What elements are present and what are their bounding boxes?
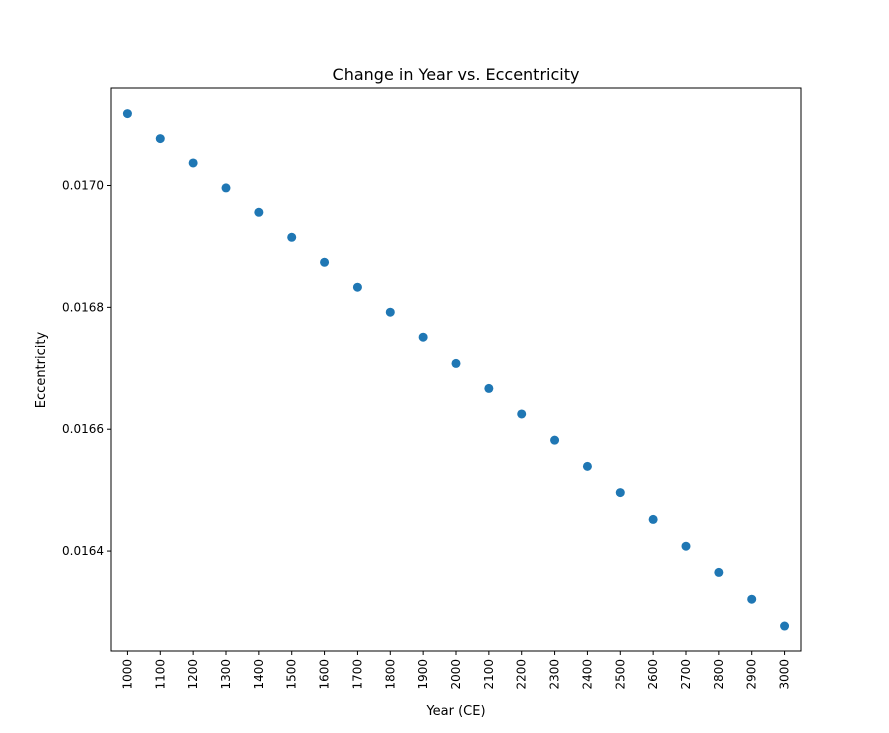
data-point xyxy=(254,207,264,217)
x-axis-ticks: 1000 1100 1200 1300 1400 1500 1600 1700 1800 1900… xyxy=(120,651,792,690)
x-tick-label: 2200 xyxy=(515,659,529,690)
x-tick-label: 1700 xyxy=(350,659,364,690)
data-point xyxy=(648,514,658,524)
x-tick-label: 1500 xyxy=(285,659,299,690)
x-tick-label: 2400 xyxy=(580,659,594,690)
data-point xyxy=(352,282,362,292)
data-point xyxy=(747,594,757,604)
x-tick-label: 1100 xyxy=(153,659,167,690)
x-tick-label: 2500 xyxy=(613,659,627,690)
y-axis-title: Eccentricity xyxy=(34,332,49,409)
data-point xyxy=(681,541,691,551)
x-tick-label: 1900 xyxy=(416,659,430,690)
x-tick-label: 2300 xyxy=(548,659,562,690)
plot-frame xyxy=(110,87,802,652)
data-point xyxy=(155,134,165,144)
data-point xyxy=(418,332,428,342)
x-tick-label: 2600 xyxy=(646,659,660,690)
y-tick-label: 0.0164 xyxy=(62,544,104,558)
data-point xyxy=(615,488,625,498)
x-tick-label: 1200 xyxy=(186,659,200,690)
data-point xyxy=(320,257,330,267)
data-point xyxy=(385,307,395,317)
data-point xyxy=(451,358,461,368)
y-axis-ticks: 0.0164 0.0166 0.0168 0.0170 xyxy=(62,178,111,558)
x-tick-label: 1800 xyxy=(383,659,397,690)
data-point xyxy=(714,567,724,577)
chart-title: Change in Year vs. Eccentricity xyxy=(333,65,580,84)
x-tick-label: 2700 xyxy=(679,659,693,690)
x-tick-label: 2900 xyxy=(745,659,759,690)
data-point xyxy=(221,183,231,193)
data-point xyxy=(550,435,560,445)
x-axis-title: Year (CE) xyxy=(425,704,485,719)
x-tick-label: 1400 xyxy=(252,659,266,690)
data-points xyxy=(122,109,790,631)
data-point xyxy=(484,383,494,393)
x-tick-label: 1300 xyxy=(219,659,233,690)
x-tick-label: 2100 xyxy=(482,659,496,690)
x-tick-label: 3000 xyxy=(778,659,792,690)
y-tick-label: 0.0166 xyxy=(62,422,104,436)
data-point xyxy=(188,158,198,168)
data-point xyxy=(517,409,527,419)
data-point xyxy=(287,232,297,242)
data-point xyxy=(122,109,132,119)
y-tick-label: 0.0168 xyxy=(62,300,104,314)
data-point xyxy=(582,461,592,471)
y-tick-label: 0.0170 xyxy=(62,178,104,192)
x-tick-label: 2800 xyxy=(712,659,726,690)
data-point xyxy=(780,621,790,631)
x-tick-label: 2000 xyxy=(449,659,463,690)
x-tick-label: 1600 xyxy=(318,659,332,690)
x-tick-label: 1000 xyxy=(120,659,134,690)
